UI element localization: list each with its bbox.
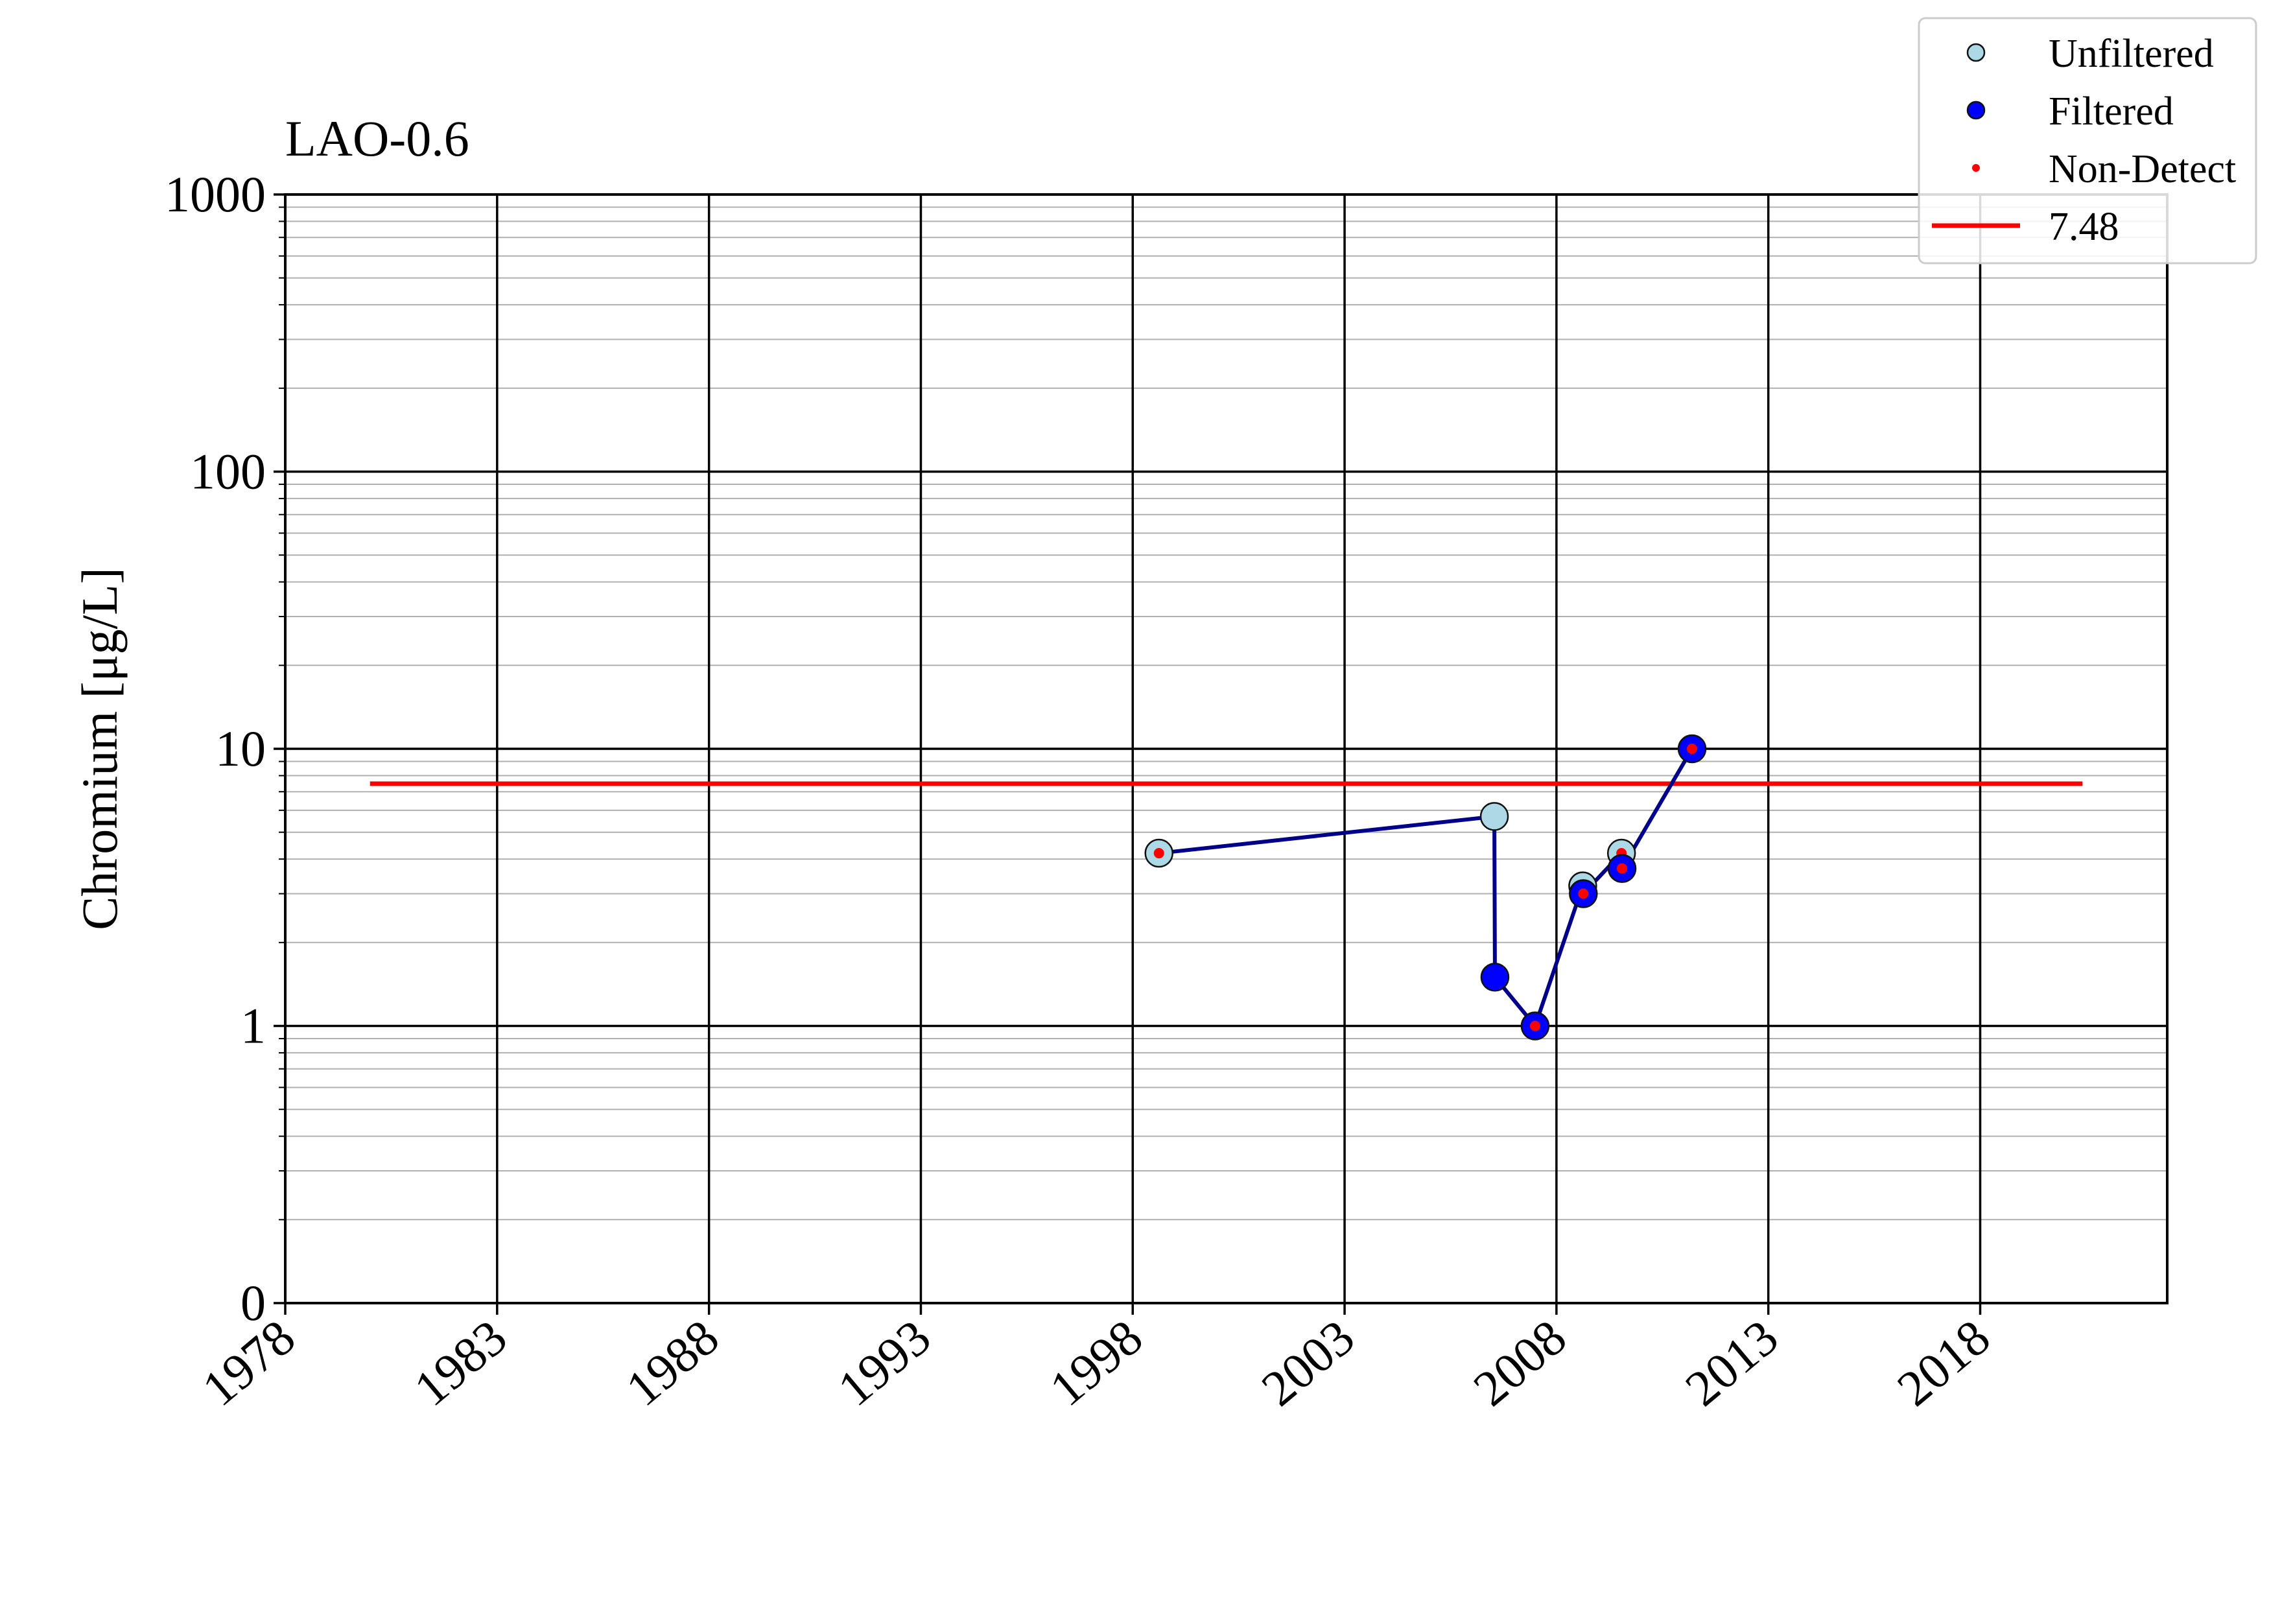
data-marker-layer (1144, 734, 1707, 1041)
minor-grid (285, 206, 2167, 1221)
y-tick-labels: 0 1 10 100 1000 (165, 166, 266, 1331)
chart-title: LAO-0.6 (285, 110, 469, 167)
legend-label: Non-Detect (2049, 147, 2236, 191)
legend-label: Filtered (2049, 89, 2174, 134)
y-tick-label: 1000 (165, 166, 266, 222)
legend-marker-filtered (1966, 100, 1986, 120)
non-detect-marker (1529, 1020, 1540, 1031)
non-detect-marker (1578, 888, 1589, 899)
legend: Unfiltered Filtered Non-Detect 7.48 (1918, 17, 2257, 265)
tick-layer (274, 193, 1982, 1315)
y-tick-label: 10 (215, 720, 266, 777)
non-detect-marker (1687, 744, 1698, 754)
legend-label: Unfiltered (2049, 32, 2214, 76)
legend-box (1918, 17, 2257, 265)
y-axis-label: Chromium [μg/L] (71, 567, 128, 930)
y-tick-label: 0 (241, 1275, 266, 1331)
legend-label: 7.48 (2049, 205, 2119, 249)
non-detect-marker (1617, 863, 1628, 874)
y-tick-label: 100 (190, 443, 266, 500)
legend-marker-unfiltered (1966, 43, 1986, 62)
data-point-unfiltered (1479, 802, 1509, 831)
y-tick-label: 1 (241, 998, 266, 1054)
non-detect-marker (1153, 848, 1164, 859)
legend-marker-non-detect (1972, 164, 1980, 172)
data-point-filtered (1480, 962, 1510, 992)
